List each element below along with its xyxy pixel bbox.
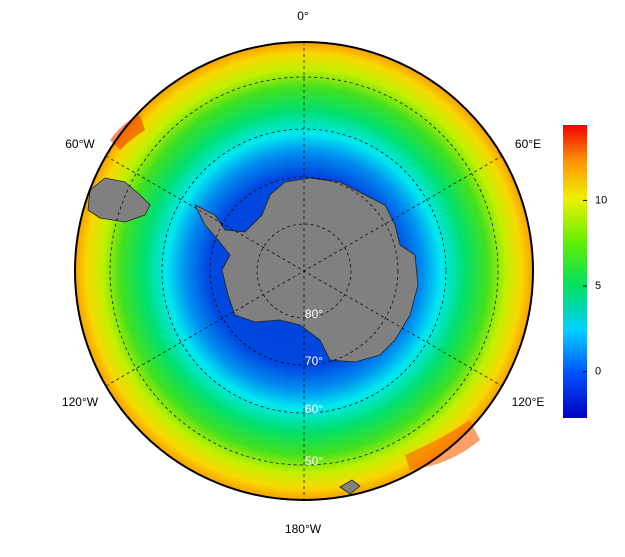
longitude-label: 60°E — [515, 137, 541, 151]
colorbar-tick-label: 5 — [595, 280, 601, 292]
longitude-label: 180°W — [285, 522, 322, 536]
longitude-label: 120°E — [512, 395, 545, 409]
colorbar-tick-label: 10 — [595, 194, 607, 206]
latitude-circle — [209, 176, 399, 366]
latitude-label: 70° — [305, 354, 323, 368]
graticule — [105, 42, 503, 500]
latitude-label: 50° — [305, 454, 323, 468]
longitude-label: 60°W — [65, 137, 95, 151]
colorbar-tick-label: 0 — [595, 366, 601, 378]
warm-patch — [110, 115, 145, 150]
antarctica — [194, 177, 419, 363]
longitude-label: 120°W — [62, 395, 99, 409]
south-america — [87, 177, 151, 223]
island — [339, 479, 361, 495]
latitude-circle — [109, 76, 499, 466]
warm-patch — [405, 420, 480, 470]
latitude-label: 60° — [305, 402, 323, 416]
longitude-label: 0° — [297, 9, 309, 23]
latitude-label: 80° — [305, 307, 323, 321]
map-border — [74, 41, 534, 501]
colorbar — [563, 125, 587, 418]
meridian — [105, 155, 503, 387]
